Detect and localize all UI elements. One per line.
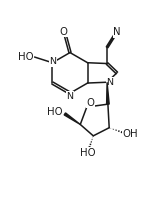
Polygon shape: [107, 82, 109, 104]
Text: N: N: [113, 27, 121, 37]
Text: N: N: [49, 57, 56, 66]
Text: OH: OH: [123, 129, 138, 139]
Text: HO: HO: [18, 52, 34, 62]
Text: HO: HO: [80, 148, 95, 158]
Text: O: O: [86, 98, 94, 107]
Polygon shape: [64, 113, 80, 125]
Text: HO: HO: [47, 107, 63, 117]
Text: O: O: [59, 27, 68, 37]
Text: N: N: [107, 78, 114, 87]
Text: N: N: [67, 92, 74, 101]
